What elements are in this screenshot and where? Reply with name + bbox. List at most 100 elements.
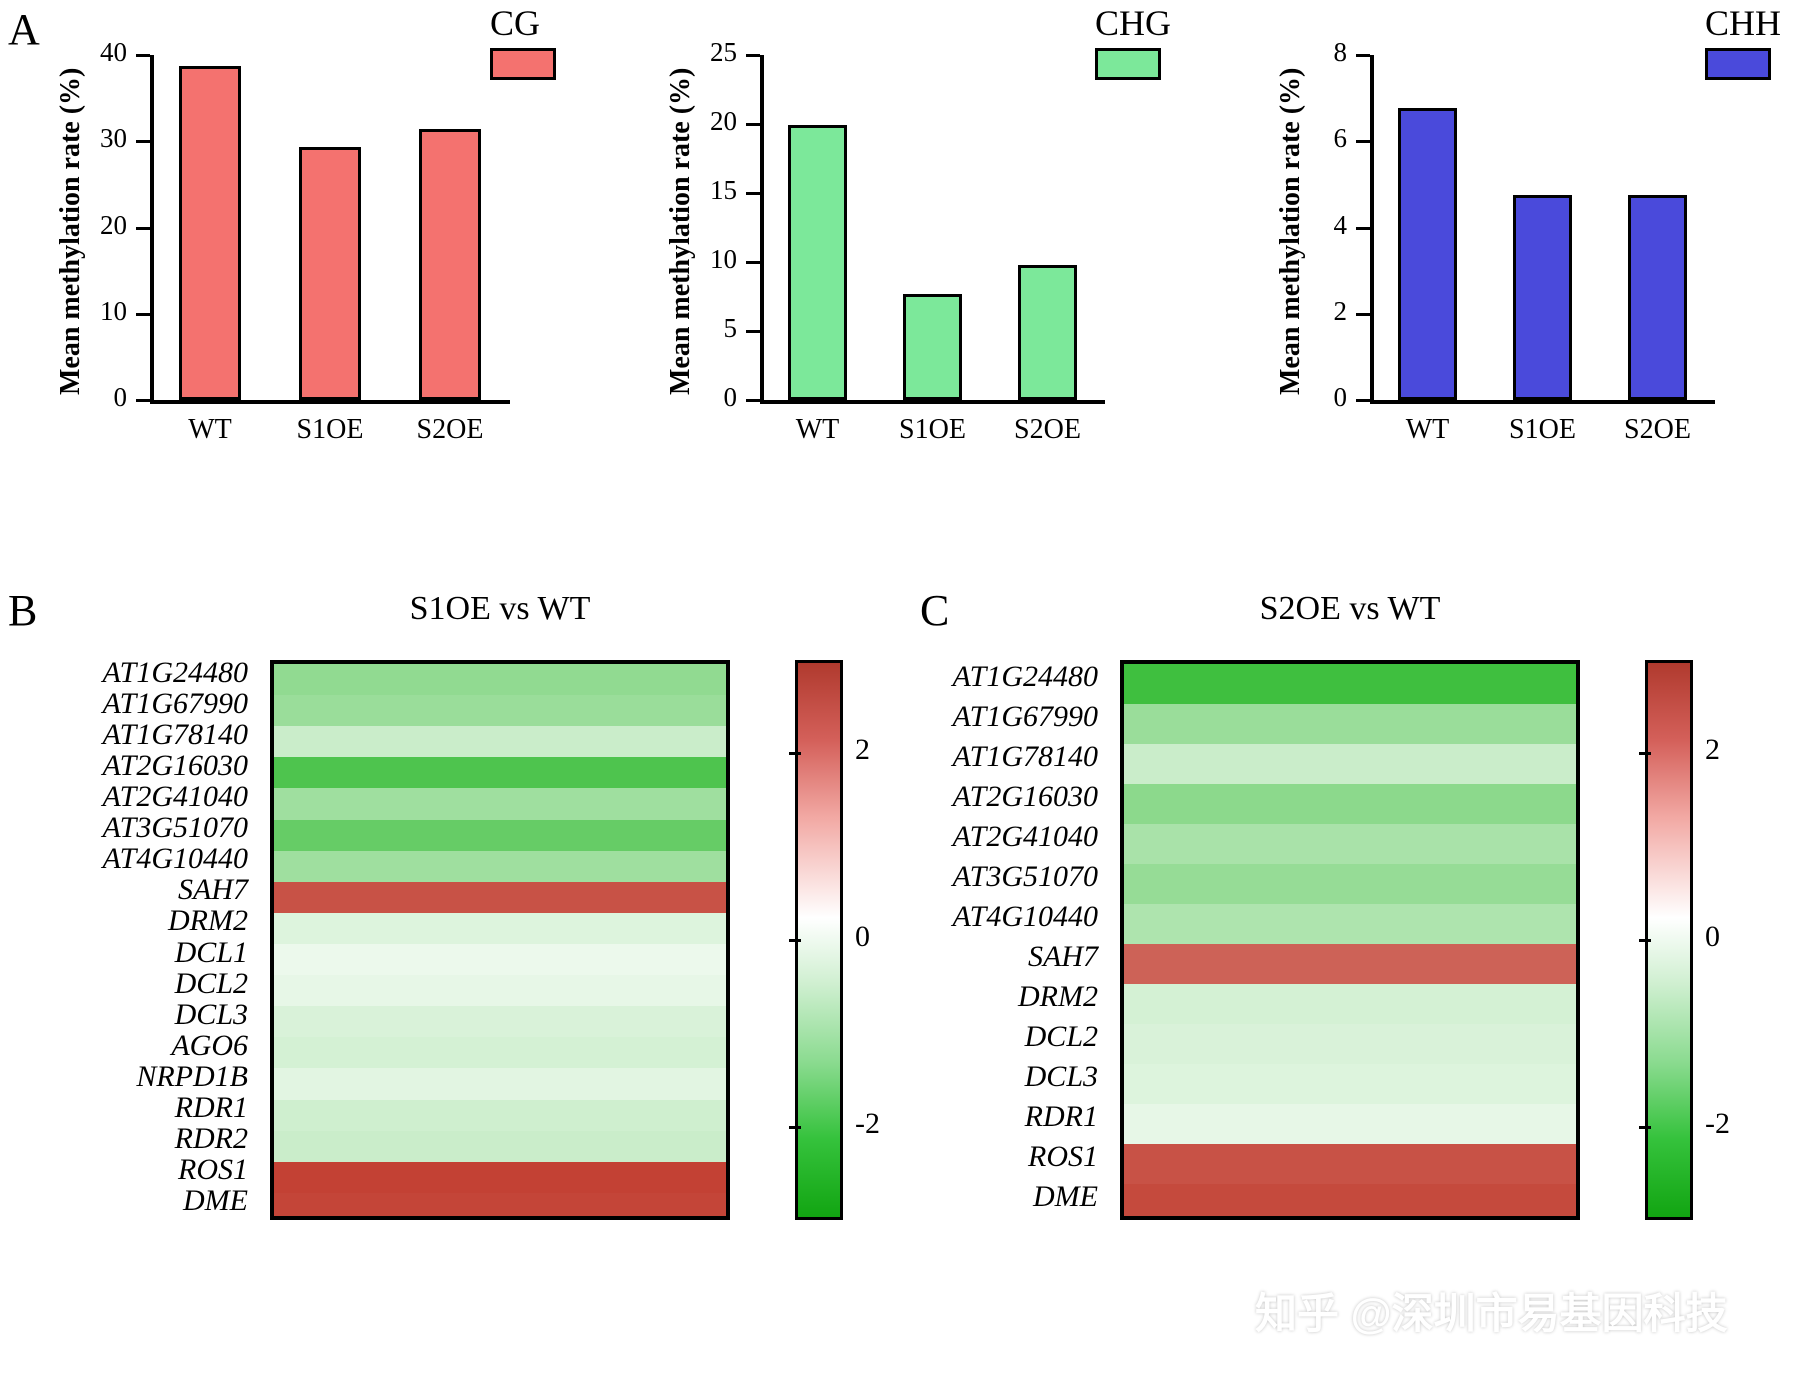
panel-b-letter: B [8, 586, 38, 635]
heatmap-row-label: AT1G67990 [952, 700, 1098, 733]
heatmap-cell [274, 943, 726, 976]
heatmap-cell [274, 1192, 726, 1216]
y-tick-1-25 [746, 54, 760, 57]
heatmap-row-label: AT1G24480 [952, 660, 1098, 693]
heatmap-cell [1124, 904, 1576, 944]
x-axis-line-0 [150, 400, 510, 404]
heatmap-cell [274, 757, 726, 789]
y-tick-0-20 [136, 226, 150, 230]
y-tick-2-4 [1356, 226, 1370, 230]
y-axis-line-2 [1370, 55, 1374, 402]
bar-chh-WT [1397, 107, 1458, 400]
x-tick-label-2-2: S2OE [1624, 414, 1691, 445]
y-tick-label-2-2: 2 [1333, 295, 1348, 326]
y-tick-label-2-6: 6 [1333, 123, 1348, 154]
heatmap-row-label: SAH7 [178, 873, 248, 907]
heatmap-row-label: AT2G41040 [102, 780, 248, 813]
heatmap-row-label: SAH7 [1028, 940, 1098, 973]
y-tick-1-10 [746, 261, 760, 264]
heatmap-row-label: AT4G10440 [952, 900, 1098, 933]
heatmap-row-label: DRM2 [168, 904, 248, 938]
x-axis-line-1 [760, 400, 1105, 404]
bar-chg-S1OE [902, 293, 963, 400]
y-tick-2-8 [1356, 54, 1370, 57]
colorbar-tick-label-0-2: 2 [855, 733, 870, 767]
heatmap-cell [274, 1161, 726, 1193]
heatmap-cell [274, 664, 726, 696]
heatmap-row-label: DCL3 [1024, 1060, 1098, 1093]
heatmap-cell [274, 1006, 726, 1038]
heatmap-title-0: S1OE vs WT [409, 590, 591, 627]
heatmap-cell [274, 912, 726, 944]
x-axis-line-2 [1370, 400, 1715, 404]
heatmap-grid-1 [1120, 660, 1580, 1220]
legend-swatch-cg [490, 48, 556, 80]
heatmap-cell [1124, 784, 1576, 824]
heatmap-row-label: DME [183, 1184, 248, 1218]
colorbar-tick-label-1--2: -2 [1705, 1106, 1730, 1140]
heatmap-row-label: DRM2 [1018, 980, 1098, 1013]
y-tick-label-1-15: 15 [710, 175, 737, 205]
heatmap-grid-0 [270, 660, 730, 1220]
y-axis-line-1 [760, 55, 764, 402]
bar-cg-S1OE [298, 147, 362, 400]
y-tick-label-1-0: 0 [723, 382, 738, 412]
panel-c-letter: C [920, 586, 950, 635]
colorbar-tick-label-1-2: 2 [1705, 733, 1720, 767]
heatmap-row-label: AT2G16030 [952, 780, 1098, 813]
bar-chh-S1OE [1512, 195, 1573, 400]
heatmap-cell [1124, 744, 1576, 784]
heatmap-row-label: ROS1 [178, 1153, 248, 1187]
y-tick-label-0-20: 20 [100, 209, 127, 240]
y-tick-2-2 [1356, 312, 1370, 316]
heatmap-row-label: AT4G10440 [102, 842, 248, 876]
colorbar-tick-1-0 [1639, 939, 1651, 942]
heatmap-cell [1124, 984, 1576, 1024]
legend-label-chg: CHG [1095, 3, 1172, 43]
heatmap-cell [1124, 864, 1576, 904]
heatmap-row-label: AT1G24480 [102, 655, 248, 689]
heatmap-cell [274, 788, 726, 820]
heatmap-cell [274, 975, 726, 1007]
heatmap-row-label: ROS1 [1028, 1140, 1098, 1173]
panel-a-letter: A [8, 5, 40, 54]
x-tick-label-0-2: S2OE [416, 414, 484, 445]
colorbar-tick-label-0--2: -2 [855, 1106, 880, 1140]
heatmap-row-label: AT1G78140 [952, 740, 1098, 773]
y-tick-label-0-10: 10 [100, 295, 127, 326]
bar-chh-S2OE [1627, 195, 1688, 400]
x-tick-label-2-0: WT [1405, 414, 1450, 445]
heatmap-row-label: DCL1 [174, 935, 248, 969]
bar-chg-S2OE [1017, 265, 1078, 400]
heatmap-cell [274, 695, 726, 727]
x-tick-label-1-2: S2OE [1014, 414, 1081, 445]
heatmap-cell [1124, 704, 1576, 744]
y-axis-line-0 [150, 55, 154, 402]
heatmap-row-label: AT3G51070 [102, 811, 248, 845]
heatmap-cell [274, 850, 726, 882]
heatmap-row-label: RDR1 [1024, 1100, 1098, 1133]
colorbar-tick-1--2 [1639, 1125, 1651, 1129]
heatmap-cell [274, 1099, 726, 1131]
heatmap-cell [1124, 824, 1576, 864]
heatmap-row-label: RDR1 [174, 1091, 248, 1125]
colorbar-tick-0-0 [789, 939, 801, 942]
y-tick-label-1-25: 25 [710, 37, 737, 67]
bar-cg-S2OE [418, 129, 482, 400]
x-tick-label-1-1: S1OE [899, 414, 966, 445]
heatmap-row-label: AT3G51070 [952, 860, 1098, 893]
heatmap-cell [274, 1130, 726, 1162]
legend-label-chh: CHH [1705, 3, 1782, 43]
y-tick-0-0 [136, 399, 150, 402]
x-tick-label-1-0: WT [795, 414, 840, 445]
heatmap-cell [1124, 1144, 1576, 1184]
y-tick-1-5 [746, 330, 760, 333]
legend-label-cg: CG [490, 3, 541, 43]
y-tick-label-0-0: 0 [113, 382, 128, 412]
colorbar-tick-0-2 [789, 752, 801, 756]
colorbar-tick-0--2 [789, 1125, 801, 1129]
y-tick-2-6 [1356, 140, 1370, 144]
heatmap-cell [1124, 1104, 1576, 1144]
legend-swatch-chh [1705, 48, 1771, 80]
heatmap-row-label: DCL2 [1024, 1020, 1098, 1053]
